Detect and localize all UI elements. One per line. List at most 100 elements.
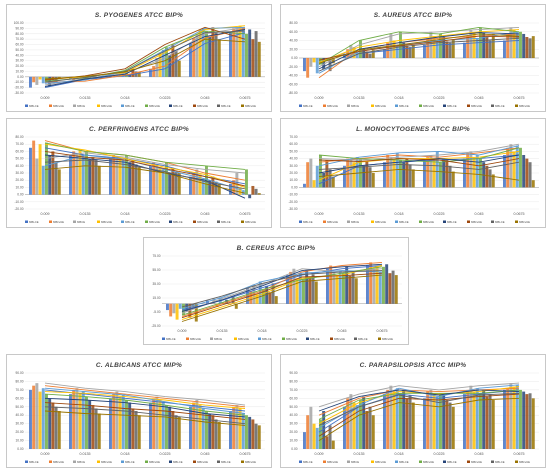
bar	[41, 76, 45, 84]
bar	[328, 58, 332, 72]
bar	[503, 389, 506, 449]
bar	[531, 180, 535, 188]
y-tick-label: 10.00	[16, 69, 24, 73]
bar	[343, 53, 346, 58]
bar	[426, 157, 430, 188]
legend-swatch	[193, 220, 196, 223]
bar	[51, 402, 55, 449]
bar	[352, 162, 356, 188]
bar	[325, 436, 329, 449]
series-line	[44, 406, 246, 425]
legend-swatch	[347, 104, 350, 107]
bar	[312, 58, 316, 63]
bar	[208, 36, 212, 77]
legend-swatch	[97, 220, 100, 223]
bar	[479, 158, 482, 188]
bar	[375, 265, 379, 304]
bar	[88, 158, 92, 195]
legend-label: MBCE	[77, 104, 85, 108]
series-line	[44, 38, 246, 80]
series-line	[44, 143, 246, 188]
legend-label: MBLVAE	[375, 460, 386, 464]
bar	[112, 155, 116, 195]
bar	[198, 29, 202, 77]
legend-label: MBLCE	[173, 104, 183, 108]
bar	[355, 405, 359, 449]
legend-label: MBLCE	[447, 104, 457, 108]
bar	[32, 140, 36, 195]
bar	[448, 402, 452, 449]
bar	[257, 41, 261, 77]
chart-panel-s-aureus: S. AUREUS ATCC BIP% 80.00 60.00 40.00 20.00 0…	[280, 4, 546, 112]
y-tick-label: 40.00	[290, 413, 298, 417]
bar	[169, 303, 173, 317]
bar	[435, 396, 439, 449]
y-tick-label: -30.00	[14, 91, 23, 95]
bar	[174, 51, 178, 77]
x-tick-label: 0.0135	[80, 452, 91, 456]
legend-label: MBCE	[77, 460, 85, 464]
bar	[402, 162, 406, 188]
bar	[205, 165, 208, 195]
legend-label: MBLCE	[262, 337, 272, 341]
legend-swatch	[25, 104, 28, 107]
y-tick-label: -10.00	[14, 80, 23, 84]
bar	[445, 400, 449, 449]
legend-label: MBLVAE	[101, 460, 112, 464]
bar	[315, 427, 319, 449]
x-tick-label: 0.009	[41, 452, 50, 456]
x-tick-label: 0.0675	[377, 329, 388, 333]
bar	[198, 405, 202, 449]
bar	[38, 144, 42, 195]
bar	[408, 164, 412, 188]
bar	[408, 394, 412, 449]
y-tick-label: 10.00	[290, 439, 298, 443]
legend-label: MBLCE	[125, 220, 135, 224]
bar	[94, 408, 98, 449]
legend-label: MBLCE	[166, 337, 176, 341]
y-tick-label: 60.00	[290, 30, 298, 34]
x-tick-label: 0.0225	[434, 96, 445, 100]
bar	[152, 162, 156, 195]
legend-label: MBLCE	[495, 104, 505, 108]
bar	[429, 31, 433, 58]
legend-label: MBLVAE	[382, 337, 393, 341]
y-tick-label: 30.00	[290, 422, 298, 426]
bar	[522, 33, 526, 58]
series-line	[318, 145, 520, 167]
bar	[121, 394, 125, 449]
bar	[306, 415, 310, 449]
bar	[506, 147, 510, 188]
bar	[394, 275, 398, 304]
bar	[32, 76, 36, 83]
bar	[165, 405, 168, 449]
bar	[152, 398, 156, 449]
y-tick-label: 20.00	[290, 171, 298, 175]
bar	[54, 406, 58, 449]
bar	[365, 411, 369, 449]
bar	[72, 389, 76, 449]
legend-swatch	[515, 104, 518, 107]
bar	[445, 160, 449, 188]
bar	[385, 264, 389, 304]
legend-swatch	[371, 220, 374, 223]
bar	[75, 152, 79, 195]
bar	[255, 294, 259, 304]
bar	[97, 165, 101, 195]
series-line	[318, 33, 520, 79]
bar	[118, 396, 122, 449]
legend-label: MBLCE	[173, 460, 183, 464]
bar	[289, 271, 293, 304]
bar	[189, 176, 192, 195]
bar	[506, 33, 510, 58]
legend-swatch	[347, 220, 350, 223]
bar	[295, 278, 299, 304]
legend-swatch	[467, 104, 470, 107]
legend-label: MBLCE	[29, 104, 39, 108]
x-tick-label: 0.0675	[240, 96, 251, 100]
bar	[298, 273, 302, 304]
bar	[371, 415, 375, 449]
bar	[383, 49, 386, 58]
bar	[208, 180, 212, 195]
x-tick-label: 0.018	[121, 212, 130, 216]
